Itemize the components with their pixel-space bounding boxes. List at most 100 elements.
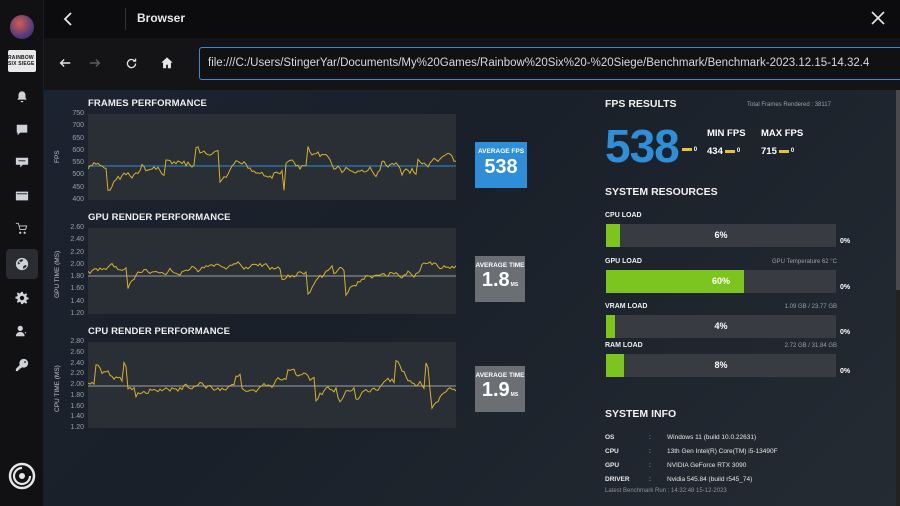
system-info-row: DRIVER: Nvidia 545.84 (build r545_74) bbox=[605, 476, 752, 483]
y-tick-label: 2.40 bbox=[70, 236, 84, 244]
fps-average-big: 538 0 bbox=[605, 119, 698, 173]
y-tick-label: 2.40 bbox=[70, 359, 84, 367]
resource-zero: 0% bbox=[840, 238, 851, 245]
resource-percent: 8% bbox=[714, 360, 728, 370]
average-fps-label: AVERAGE FPS bbox=[477, 148, 525, 155]
y-tick-label: 600 bbox=[72, 146, 84, 154]
min-fps-value: 434 bbox=[707, 146, 723, 157]
cpu-average-unit: MS bbox=[510, 392, 519, 398]
system-info-key: GPU bbox=[605, 462, 620, 469]
y-tick-label: 650 bbox=[72, 134, 84, 142]
system-info-colon: : bbox=[649, 476, 651, 483]
min-fps-value-row: 434 0 bbox=[707, 146, 740, 157]
browser-navbar: file:///C:/Users/StingerYar/Documents/My… bbox=[44, 38, 900, 90]
y-tick-label: 1.60 bbox=[70, 402, 84, 410]
resource-percent: 60% bbox=[711, 276, 730, 286]
gpu-chart bbox=[87, 228, 457, 314]
system-info-value: Windows 11 (build 10.0.22631) bbox=[667, 434, 757, 441]
y-tick-label: 1.40 bbox=[70, 297, 84, 305]
y-tick-label: 1.20 bbox=[70, 310, 84, 317]
title-bar: Browser bbox=[44, 0, 900, 38]
settings-gear-icon[interactable] bbox=[0, 283, 44, 313]
back-arrow-icon[interactable] bbox=[56, 54, 74, 72]
y-tick-label: 1.20 bbox=[70, 424, 84, 431]
y-tick-label: 1.60 bbox=[70, 285, 84, 293]
fps-results-title: FPS RESULTS bbox=[605, 98, 677, 110]
fps-avg-zero: 0 bbox=[693, 146, 698, 153]
resource-bar: 4% bbox=[606, 315, 836, 338]
game-tile[interactable]: RAINBOW SIX SIEGE bbox=[8, 50, 36, 72]
resource-zero: 0% bbox=[840, 284, 851, 291]
back-chevron-icon[interactable] bbox=[60, 10, 78, 28]
avatar[interactable] bbox=[10, 15, 34, 39]
resource-bar: 6% bbox=[606, 224, 836, 247]
system-info-key: DRIVER bbox=[605, 476, 630, 483]
y-tick-label: 2.60 bbox=[70, 348, 84, 356]
system-info-colon: : bbox=[649, 434, 651, 441]
page-scrollbar[interactable] bbox=[896, 90, 900, 506]
system-info-row: GPU: NVIDIA GeForce RTX 3090 bbox=[605, 462, 746, 469]
resource-label: GPU LOAD bbox=[605, 258, 642, 265]
resource-extra: 2.72 GB / 31.84 GB bbox=[784, 343, 837, 349]
system-info-value: 13th Gen Intel(R) Core(TM) i5-13490F bbox=[667, 448, 778, 455]
chat-icon[interactable] bbox=[0, 115, 44, 145]
y-tick-label: 500 bbox=[72, 171, 84, 179]
average-fps-value: 538 bbox=[484, 156, 518, 178]
min-fps-label: MIN FPS bbox=[707, 128, 746, 139]
system-info-key: CPU bbox=[605, 448, 619, 455]
resource-bar: 60% bbox=[606, 270, 836, 293]
home-icon[interactable] bbox=[158, 54, 176, 72]
fps-average-number: 538 bbox=[605, 120, 680, 172]
average-fps-badge: AVERAGE FPS 538 bbox=[475, 142, 527, 188]
gpu-ylabel: GPU TIME (MS) bbox=[54, 250, 61, 298]
y-tick-label: 2.80 bbox=[70, 338, 84, 345]
performance-trace bbox=[87, 359, 457, 410]
y-tick-label: 1.40 bbox=[70, 413, 84, 421]
game-tile-label: RAINBOW SIX SIEGE bbox=[8, 55, 35, 67]
resource-bar: 8% bbox=[606, 354, 836, 377]
y-tick-label: 550 bbox=[72, 159, 84, 167]
address-bar-input[interactable]: file:///C:/Users/StingerYar/Documents/My… bbox=[199, 47, 900, 80]
y-tick-label: 2.20 bbox=[70, 248, 84, 256]
key-icon[interactable] bbox=[0, 350, 44, 380]
store-cart-icon[interactable] bbox=[0, 214, 44, 244]
resource-bar-fill bbox=[606, 315, 616, 338]
max-fps-zero: 0 bbox=[790, 148, 795, 155]
max-fps-value-row: 715 0 bbox=[761, 146, 794, 157]
system-info-row: CPU: 13th Gen Intel(R) Core(TM) i5-13490F bbox=[605, 448, 778, 455]
system-info-value: NVIDIA GeForce RTX 3090 bbox=[667, 462, 747, 469]
browser-globe-icon[interactable] bbox=[6, 249, 38, 279]
system-info-colon: : bbox=[649, 448, 651, 455]
y-tick-label: 1.80 bbox=[70, 273, 84, 281]
scrollbar-thumb[interactable] bbox=[896, 90, 900, 290]
frames-chart bbox=[87, 114, 456, 200]
frames-chart-title: FRAMES PERFORMANCE bbox=[88, 98, 207, 109]
cpu-chart bbox=[87, 342, 457, 428]
gpu-average-label: AVERAGE TIME bbox=[475, 262, 525, 269]
gpu-average-badge: AVERAGE TIME 1.8MS bbox=[475, 256, 525, 302]
system-info-value: Nvidia 545.84 (build r545_74) bbox=[667, 476, 753, 483]
cpu-chart-title: CPU RENDER PERFORMANCE bbox=[88, 326, 231, 337]
performance-trace bbox=[87, 261, 457, 297]
system-info-colon: : bbox=[649, 462, 651, 469]
refresh-icon[interactable] bbox=[122, 54, 140, 72]
ubisoft-logo-icon bbox=[8, 462, 36, 490]
bell-icon[interactable] bbox=[0, 82, 44, 112]
resource-label: RAM LOAD bbox=[605, 342, 643, 349]
window-title: Browser bbox=[137, 11, 186, 25]
y-tick-label: 2.20 bbox=[70, 370, 84, 378]
min-fps-zero: 0 bbox=[736, 148, 741, 155]
friends-icon[interactable] bbox=[0, 148, 44, 178]
performance-trace bbox=[87, 146, 456, 191]
library-icon[interactable] bbox=[0, 181, 44, 211]
resource-percent: 6% bbox=[714, 230, 728, 240]
resource-extra: GPU Temperature 62 °C bbox=[772, 259, 837, 265]
sidebar: RAINBOW SIX SIEGE bbox=[0, 0, 44, 506]
fps-avg-mini-bar bbox=[681, 148, 692, 152]
forward-arrow-icon[interactable] bbox=[86, 54, 104, 72]
gpu-average-value: 1.8 bbox=[481, 269, 510, 291]
gpu-chart-title: GPU RENDER PERFORMANCE bbox=[88, 212, 231, 223]
title-divider bbox=[125, 8, 126, 30]
close-icon[interactable] bbox=[870, 10, 886, 26]
account-settings-icon[interactable] bbox=[0, 316, 44, 346]
